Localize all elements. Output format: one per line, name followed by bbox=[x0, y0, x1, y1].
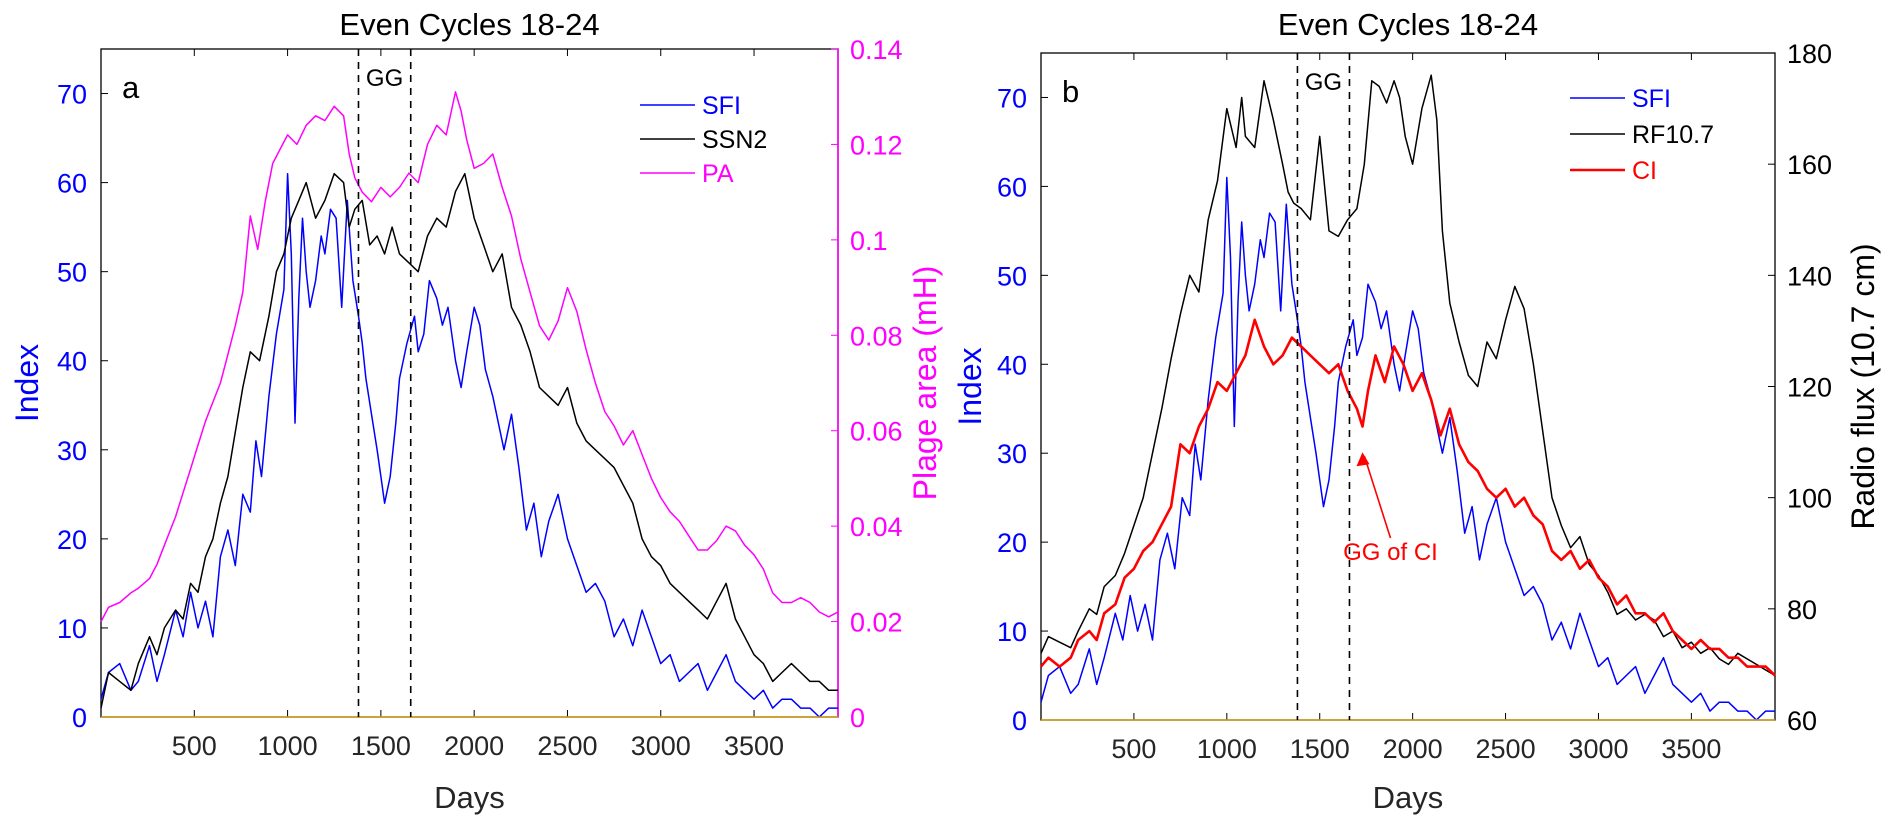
y-tick-label: 0 bbox=[1012, 706, 1027, 736]
x-tick-label: 2000 bbox=[1383, 734, 1443, 764]
y-tick-label: 20 bbox=[57, 525, 87, 555]
y2-axis-label: Radio flux (10.7 cm) bbox=[1845, 243, 1881, 529]
y-tick-label: 60 bbox=[57, 169, 87, 199]
gg-annotation: GG bbox=[366, 65, 403, 92]
x-tick-label: 500 bbox=[172, 731, 217, 761]
chart-title: Even Cycles 18-24 bbox=[339, 7, 599, 42]
y2-tick-label: 0.04 bbox=[850, 512, 903, 542]
annotation-arrow bbox=[1363, 456, 1392, 539]
y-tick-label: 20 bbox=[997, 528, 1027, 558]
x-axis-label: Days bbox=[1373, 780, 1444, 815]
gg-annotation: GG bbox=[1305, 69, 1342, 96]
y2-tick-label: 0 bbox=[850, 703, 865, 733]
y2-tick-label: 120 bbox=[1787, 373, 1832, 403]
legend-label: PA bbox=[702, 160, 734, 188]
chart-title: Even Cycles 18-24 bbox=[1278, 7, 1538, 42]
x-tick-label: 1000 bbox=[258, 731, 318, 761]
series-line-ci bbox=[1040, 318, 1776, 677]
y-tick-label: 70 bbox=[997, 83, 1027, 113]
y-tick-label: 30 bbox=[997, 439, 1027, 469]
gg-of-ci-annotation: GG of CI bbox=[1343, 539, 1438, 566]
y-axis-label: Index bbox=[952, 347, 988, 425]
y2-tick-label: 140 bbox=[1787, 261, 1832, 291]
x-tick-label: 1000 bbox=[1197, 734, 1257, 764]
y2-tick-label: 60 bbox=[1787, 706, 1817, 736]
y-axis-label: Index bbox=[9, 344, 45, 422]
legend-label: SFI bbox=[1632, 85, 1671, 113]
y2-tick-label: 0.14 bbox=[850, 35, 903, 65]
series-line-sfi bbox=[100, 172, 838, 718]
y2-tick-label: 160 bbox=[1787, 150, 1832, 180]
legend-label: SSN2 bbox=[702, 126, 767, 154]
y-tick-label: 10 bbox=[997, 617, 1027, 647]
x-tick-label: 500 bbox=[1111, 734, 1156, 764]
x-tick-label: 1500 bbox=[351, 731, 411, 761]
x-axis-label: Days bbox=[434, 780, 505, 815]
x-tick-label: 2000 bbox=[444, 731, 504, 761]
y-tick-label: 40 bbox=[997, 350, 1027, 380]
y-tick-label: 60 bbox=[997, 172, 1027, 202]
series-line-sfi bbox=[1040, 176, 1775, 721]
x-tick-label: 3000 bbox=[631, 731, 691, 761]
x-tick-label: 1500 bbox=[1290, 734, 1350, 764]
y-tick-label: 40 bbox=[57, 347, 87, 377]
panel-label: a bbox=[122, 70, 140, 105]
y-tick-label: 30 bbox=[57, 436, 87, 466]
legend: SFI SSN2 PA bbox=[640, 92, 767, 188]
y-tick-label: 70 bbox=[57, 80, 87, 110]
y2-tick-label: 0.12 bbox=[850, 130, 903, 160]
y2-axis-label: Plage area (mH) bbox=[907, 266, 943, 501]
y2-tick-label: 0.08 bbox=[850, 321, 903, 351]
y-tick-label: 50 bbox=[997, 261, 1027, 291]
y2-tick-label: 0.02 bbox=[850, 608, 903, 638]
arrow-head bbox=[1356, 452, 1370, 467]
chart-panel-a: 500 1000 1500 2000 2500 3000 3500 0 10 20 30 40 50 60… bbox=[9, 7, 943, 815]
y2-tick-label: 180 bbox=[1787, 39, 1832, 69]
legend-label: SFI bbox=[702, 92, 741, 120]
y-tick-label: 10 bbox=[57, 614, 87, 644]
y2-tick-label: 0.1 bbox=[850, 226, 888, 256]
x-tick-label: 2500 bbox=[537, 731, 597, 761]
x-tick-label: 2500 bbox=[1476, 734, 1536, 764]
legend: SFI RF10.7 CI bbox=[1570, 85, 1714, 185]
series-line-pa bbox=[100, 91, 839, 622]
y-tick-label: 0 bbox=[72, 703, 87, 733]
legend-label: CI bbox=[1632, 157, 1657, 185]
x-tick-label: 3500 bbox=[1661, 734, 1721, 764]
series-line-ssn2 bbox=[100, 172, 838, 709]
panel-label: b bbox=[1062, 74, 1079, 109]
x-tick-label: 3000 bbox=[1568, 734, 1628, 764]
plot-frame bbox=[1040, 52, 1776, 721]
y2-tick-label: 100 bbox=[1787, 484, 1832, 514]
y-tick-label: 50 bbox=[57, 258, 87, 288]
y2-tick-label: 0.06 bbox=[850, 417, 903, 447]
x-tick-label: 3500 bbox=[724, 731, 784, 761]
chart-panel-b: 500 1000 1500 2000 2500 3000 3500 0 10 20 30 40 50 60… bbox=[952, 7, 1881, 815]
legend-label: RF10.7 bbox=[1632, 121, 1714, 149]
y2-tick-label: 80 bbox=[1787, 595, 1817, 625]
